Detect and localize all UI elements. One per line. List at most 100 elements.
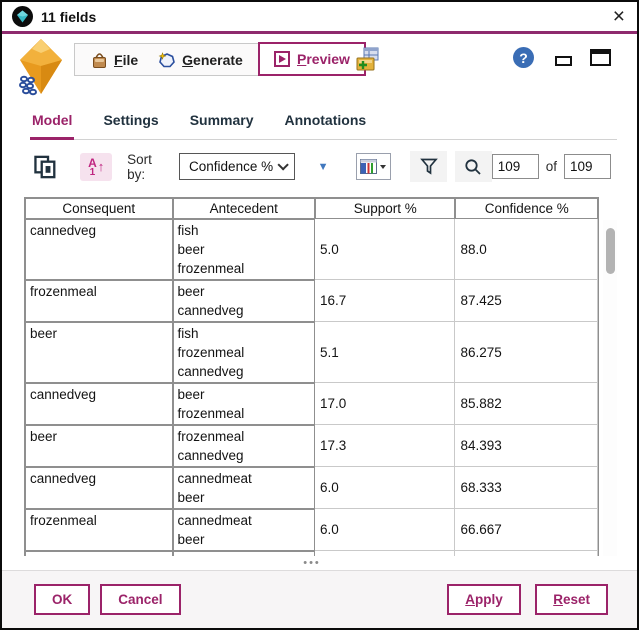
col-header-confidence[interactable]: Confidence % [455,198,598,219]
confidence-cell[interactable]: 63.462 [455,551,598,556]
col-header-consequent[interactable]: Consequent [25,198,173,219]
page-of-label: of [545,159,557,174]
sort-field-select[interactable]: Confidence % [179,153,295,180]
file-button[interactable]: File [81,47,148,73]
tab-settings[interactable]: Settings [103,112,159,128]
support-cell[interactable]: 17.0 [314,383,456,425]
grid-icon [360,159,378,174]
antecedent-cell[interactable]: cannedmeat beer [172,509,315,551]
window-title: 11 fields [41,8,97,25]
support-cell[interactable]: 5.2 [314,551,456,556]
rules-table-viewport: Consequent Antecedent Support % Confiden… [24,197,600,556]
accent-divider [2,31,637,34]
antecedent-cell[interactable]: fish beer frozenmeal [172,219,315,280]
sort-field-value: Confidence % [189,159,274,174]
vertical-scrollbar[interactable] [603,220,617,556]
confidence-cell[interactable]: 86.275 [455,322,598,383]
tab-summary[interactable]: Summary [189,112,254,128]
tab-model[interactable]: Model [30,106,75,140]
table-row[interactable]: beer fish frozenmeal cannedveg 5.1 86.27… [25,322,598,383]
title-bar: 11 fields × [2,2,637,31]
confidence-cell[interactable]: 88.0 [455,219,598,280]
page-total-input[interactable] [564,154,611,179]
reset-button[interactable]: Reset [535,584,608,615]
consequent-cell[interactable]: cannedveg [25,551,173,556]
consequent-cell[interactable]: frozenmeal [25,509,173,551]
column-display-button[interactable] [355,153,392,180]
confidence-cell[interactable]: 87.425 [455,280,598,322]
filter-button[interactable] [410,151,448,182]
table-row[interactable]: frozenmeal cannedmeat beer 6.0 66.667 [25,509,598,551]
consequent-cell[interactable]: beer [25,322,173,383]
preview-button[interactable]: Preview [258,42,366,76]
sort-order-icon[interactable]: A 1 ↑ [80,152,113,181]
close-icon[interactable]: × [612,4,625,28]
support-cell[interactable]: 5.0 [314,219,456,280]
confidence-cell[interactable]: 68.333 [455,467,598,509]
antecedent-cell[interactable]: beer frozenmeal [172,383,315,425]
dropdown-arrow-icon [380,164,387,169]
resize-grip-row: ••• [24,556,600,569]
resize-grip-icon[interactable]: ••• [303,556,321,569]
consequent-cell[interactable]: cannedveg [25,383,173,425]
rules-table-zone: Consequent Antecedent Support % Confiden… [24,197,617,556]
toolbar: File Generate Preview ? [2,34,637,98]
sort-direction-toggle[interactable]: ▼ [317,160,329,173]
chevron-down-icon [277,158,289,171]
generate-wand-icon [158,51,176,67]
maximize-icon[interactable] [590,49,611,66]
table-row[interactable]: cannedveg freshmeat frozenmeal 5.2 63.46… [25,551,598,556]
antecedent-cell[interactable]: frozenmeal cannedveg [172,425,315,467]
confidence-cell[interactable]: 66.667 [455,509,598,551]
support-cell[interactable]: 6.0 [314,509,456,551]
search-icon [465,158,482,175]
file-bag-icon [93,52,106,68]
file-generate-group: File Generate [74,43,260,76]
consequent-cell[interactable]: cannedveg [25,467,173,509]
table-row[interactable]: cannedveg fish beer frozenmeal 5.0 88.0 [25,219,598,280]
app-icon [12,6,33,27]
search-button[interactable] [455,151,492,182]
play-icon [274,51,290,67]
table-row[interactable]: beer frozenmeal cannedveg 17.3 84.393 [25,425,598,467]
tab-annotations[interactable]: Annotations [284,112,367,128]
copy-icon[interactable] [34,155,56,179]
footer-bar: OK Cancel Apply Reset [2,570,637,628]
col-header-support[interactable]: Support % [314,198,456,219]
sort-by-label: Sort by: [127,151,152,182]
consequent-cell[interactable]: beer [25,425,173,467]
antecedent-cell[interactable]: beer cannedveg [172,280,315,322]
scrollbar-thumb[interactable] [606,228,615,274]
tab-bar: Model Settings Summary Annotations [30,106,617,140]
model-nugget-icon [19,39,62,96]
support-cell[interactable]: 17.3 [314,425,456,467]
pagination: of [491,154,611,179]
antecedent-cell[interactable]: cannedmeat beer [172,467,315,509]
page-current-input[interactable] [491,154,539,179]
cancel-button[interactable]: Cancel [100,584,181,615]
table-controls: A 1 ↑ Sort by: Confidence % ▼ [2,140,637,197]
rules-table: Consequent Antecedent Support % Confiden… [24,197,599,556]
funnel-icon [419,158,438,175]
antecedent-cell[interactable]: fish frozenmeal cannedveg [172,322,315,383]
minimize-icon[interactable] [555,56,572,66]
table-row[interactable]: frozenmeal beer cannedveg 16.7 87.425 [25,280,598,322]
confidence-cell[interactable]: 85.882 [455,383,598,425]
support-cell[interactable]: 5.1 [314,322,456,383]
support-cell[interactable]: 6.0 [314,467,456,509]
help-button[interactable]: ? [513,47,534,68]
table-row[interactable]: cannedveg cannedmeat beer 6.0 68.333 [25,467,598,509]
consequent-cell[interactable]: frozenmeal [25,280,173,322]
table-row[interactable]: cannedveg beer frozenmeal 17.0 85.882 [25,383,598,425]
confidence-cell[interactable]: 84.393 [455,425,598,467]
consequent-cell[interactable]: cannedveg [25,219,173,280]
header-row: Consequent Antecedent Support % Confiden… [25,198,598,219]
antecedent-cell[interactable]: freshmeat frozenmeal [172,551,315,556]
col-header-antecedent[interactable]: Antecedent [172,198,315,219]
apply-button[interactable]: Apply [447,584,521,615]
support-cell[interactable]: 16.7 [314,280,456,322]
ok-button[interactable]: OK [34,584,91,615]
generate-button[interactable]: Generate [148,47,253,73]
export-table-icon[interactable] [356,47,380,72]
